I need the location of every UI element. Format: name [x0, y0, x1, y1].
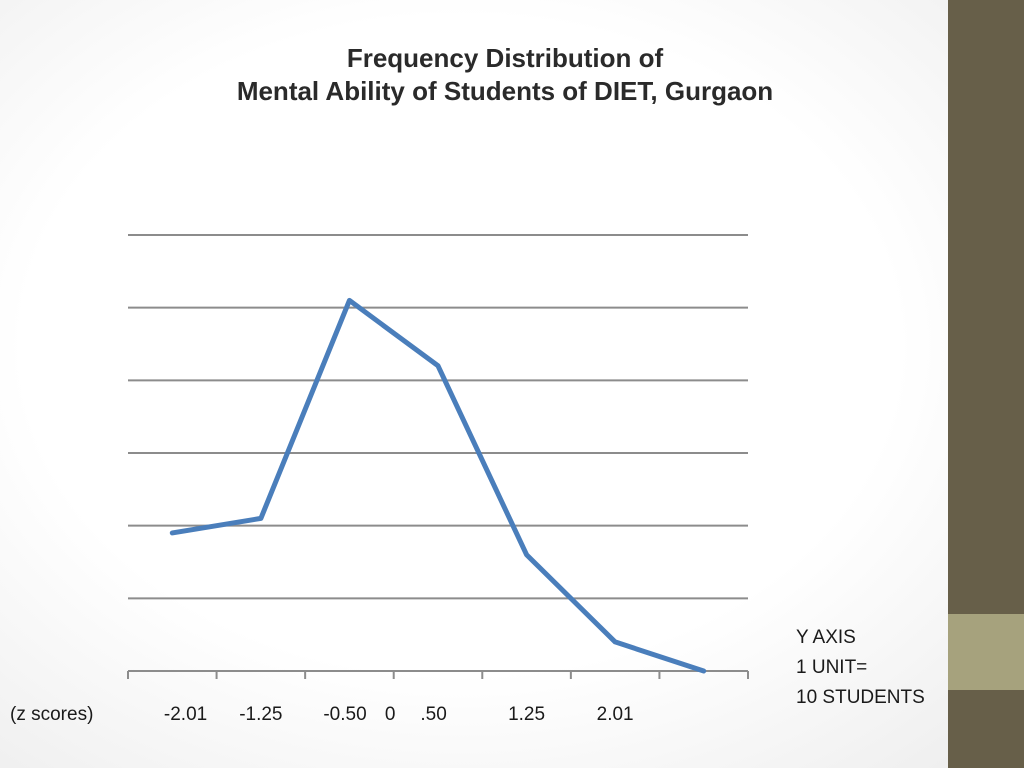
series-lines	[169, 297, 707, 674]
x-tick-labels: (z scores) -2.01 -1.25 -0.50 0 .50 1.25 2.01	[10, 704, 634, 725]
x-tick-label: 0	[385, 704, 396, 725]
x-tick-label: 1.25	[508, 704, 545, 725]
x-tick-label: -1.25	[239, 704, 282, 725]
chart-title: Frequency Distribution of Mental Ability…	[0, 42, 1010, 108]
side-bar-accent	[948, 614, 1024, 690]
series-line	[169, 297, 707, 674]
x-tick-label: .50	[420, 704, 446, 725]
x-axis	[127, 670, 749, 679]
y-axis-note-line-2: 1 UNIT=	[796, 657, 868, 678]
chart-title-line-2: Mental Ability of Students of DIET, Gurg…	[236, 76, 774, 106]
y-axis-note-line-3: 10 STUDENTS	[796, 687, 925, 708]
line-chart: (z scores) -2.01 -1.25 -0.50 0 .50 1.25 2.01	[10, 234, 749, 725]
gridlines	[128, 234, 748, 600]
x-tick-label: -0.50	[323, 704, 366, 725]
x-axis-title: (z scores)	[10, 704, 93, 725]
y-axis-note-line-1: Y AXIS	[796, 627, 856, 648]
x-tick-label: -2.01	[164, 704, 207, 725]
y-axis-note: Y AXIS 1 UNIT= 10 STUDENTS	[796, 623, 925, 713]
chart-title-line-1: Frequency Distribution of	[346, 43, 664, 73]
x-tick-label: 2.01	[597, 704, 634, 725]
